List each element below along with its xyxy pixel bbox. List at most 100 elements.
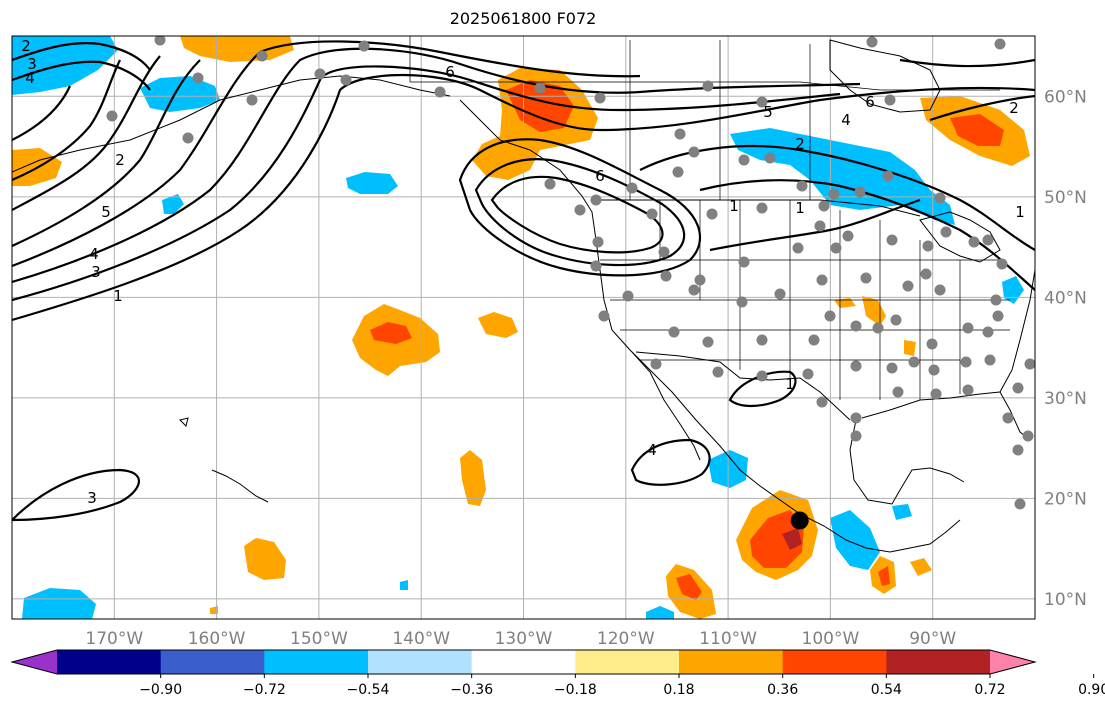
contour-label: 1 [729,197,739,215]
contour-label: 6 [595,167,605,185]
station-dot [1015,499,1026,510]
station-dot [107,111,118,122]
longitude-label: 140°W [392,629,450,649]
station-dot [595,93,606,104]
station-dot [183,133,194,144]
station-dot [851,413,862,424]
station-dot [855,187,866,198]
station-dot [435,87,446,98]
station-dot [995,39,1006,50]
longitude-label: 100°W [802,629,860,649]
colorbar-segment [679,650,783,674]
longitude-label: 120°W [597,629,655,649]
longitude-label: 150°W [290,629,348,649]
station-dot [707,209,718,220]
colorbar-tick-label: 0.36 [767,682,798,698]
station-dot [591,195,602,206]
station-dot [909,357,920,368]
station-dot [623,291,634,302]
station-dot [931,389,942,400]
colorbar-tick-label: −0.36 [450,682,493,698]
hawaii-islands [180,418,268,502]
latitude-label: 60°N [1044,87,1087,107]
station-dot [921,269,932,280]
station-dot [873,323,884,334]
colorbar-segment [472,650,576,674]
station-dot [703,81,714,92]
station-dot [1013,445,1024,456]
station-dot [817,275,828,286]
colorbar-segment [575,650,679,674]
station-dot [831,243,842,254]
station-dot [991,295,1002,306]
station-dot [903,281,914,292]
station-dot [675,129,686,140]
longitude-label: 130°W [495,629,553,649]
colorbar-segment [57,650,161,674]
station-dot [575,205,586,216]
colorbar-tick-label: −0.72 [243,682,286,698]
station-dot [797,181,808,192]
anomaly-blob-positive [910,558,932,576]
station-dot [765,153,776,164]
station-dot [867,37,878,48]
station-dot [247,95,258,106]
station-dot [893,387,904,398]
contour-line [12,86,70,140]
anomaly-blob-negative [892,504,912,520]
contour-line [12,66,840,300]
colorbar-tick-label: −0.18 [554,682,597,698]
contour-label: 3 [87,489,97,507]
colorbar-tick-label: −0.54 [347,682,390,698]
latitude-label: 10°N [1044,590,1087,610]
contour-label: 1 [795,199,805,217]
station-dot [739,257,750,268]
anomaly-blob-positive [904,340,916,356]
map-panel: 234 6254316564221 11431 [12,35,1036,620]
longitude-label: 110°W [699,629,757,649]
station-dot [851,321,862,332]
station-dot [815,221,826,232]
station-dot [689,285,700,296]
station-dot [1003,413,1014,424]
contour-label: 2 [21,37,31,55]
station-dot [883,171,894,182]
station-dot [969,237,980,248]
longitude-labels: 170°W 160°W 150°W 140°W 130°W 120°W 110°W 100°W… [85,629,956,649]
contour-label: 2 [115,151,125,169]
station-dot [851,431,862,442]
anomaly-blob-negative [22,588,96,619]
latitude-labels: 60°N50°N40°N30°N20°N10°N [1044,87,1087,610]
colorbar: −0.90 −0.72 −0.54 −0.36 −0.18 0.18 0.36 0.54 0.7… [12,650,1105,698]
station-dot [843,231,854,242]
anomaly-blob-negative [646,606,674,619]
anomaly-blob-positive [460,450,486,506]
latitude-label: 50°N [1044,188,1087,208]
contour-label: 4 [25,69,35,87]
station-dot [861,273,872,284]
station-dot [985,355,996,366]
station-dot [935,285,946,296]
station-dot [1025,359,1036,370]
contour-label: 2 [795,135,805,153]
longitude-label: 90°W [909,629,956,649]
contour-label: 6 [865,93,875,111]
station-dot [257,51,268,62]
station-dot [935,193,946,204]
station-dot [661,271,672,282]
station-dot [757,371,768,382]
station-dot [1023,431,1034,442]
contour-line [12,470,139,520]
station-dot [993,311,1004,322]
station-dot [793,243,804,254]
station-dot [713,367,724,378]
station-dot [997,259,1008,270]
contour-label: 1 [113,287,123,305]
anomaly-blob-positive [244,538,286,580]
station-dot [737,297,748,308]
contour-label: 2 [1009,99,1019,117]
colorbar-extend-max [990,650,1035,674]
colorbar-segment [783,650,887,674]
station-dot [599,311,610,322]
colorbar-segment [161,650,265,674]
